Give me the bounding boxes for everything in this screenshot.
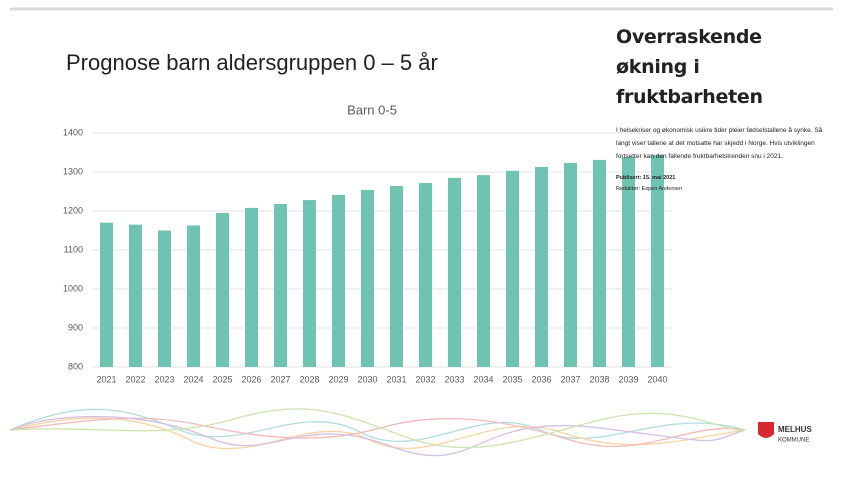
- x-tick-label: 2038: [589, 374, 609, 384]
- bar: [216, 213, 229, 367]
- x-tick-label: 2024: [183, 374, 203, 384]
- bar: [477, 175, 490, 367]
- x-tick-label: 2035: [502, 374, 522, 384]
- logo-name: MELHUS: [778, 425, 812, 434]
- decorative-waves: [10, 409, 745, 456]
- y-tick-label: 900: [68, 322, 83, 332]
- x-tick-label: 2025: [212, 374, 232, 384]
- slide-title: Prognose barn aldersgruppen 0 – 5 år: [66, 50, 438, 75]
- x-tick-label: 2030: [357, 374, 377, 384]
- x-tick-label: 2034: [473, 374, 493, 384]
- article-editor: Redaktør: Espen Andersen: [616, 184, 838, 195]
- bar: [274, 204, 287, 367]
- bar: [506, 171, 519, 367]
- bar: [303, 200, 316, 367]
- y-tick-label: 1400: [63, 127, 83, 137]
- bar: [564, 163, 577, 367]
- bar: [535, 167, 548, 367]
- bar: [332, 195, 345, 367]
- bar: [187, 225, 200, 367]
- bar: [390, 186, 403, 367]
- x-tick-label: 2037: [560, 374, 580, 384]
- y-tick-label: 1100: [64, 244, 83, 254]
- article-published: Publisert: 15. mai 2021: [616, 173, 838, 184]
- x-tick-label: 2040: [647, 374, 667, 384]
- x-tick-label: 2027: [270, 374, 290, 384]
- logo-shield: [758, 422, 774, 438]
- bar: [361, 190, 374, 367]
- bar: [129, 225, 142, 367]
- x-tick-label: 2023: [154, 374, 174, 384]
- x-tick-label: 2032: [415, 374, 435, 384]
- y-tick-label: 1200: [63, 205, 83, 215]
- article-headline: Overraskende økning i fruktbarheten: [616, 22, 838, 112]
- bar: [100, 223, 113, 367]
- bar: [448, 178, 461, 367]
- x-tick-label: 2022: [125, 374, 145, 384]
- x-tick-label: 2031: [386, 374, 406, 384]
- bar: [419, 183, 432, 367]
- chart-title: Barn 0-5: [347, 102, 397, 117]
- x-tick-label: 2029: [328, 374, 348, 384]
- x-tick-label: 2028: [299, 374, 319, 384]
- logo-sub: KOMMUNE: [778, 438, 809, 444]
- y-tick-label: 1300: [63, 166, 83, 176]
- x-tick-label: 2036: [531, 374, 551, 384]
- x-tick-label: 2039: [618, 374, 638, 384]
- slide: Prognose barn aldersgruppen 0 – 5 år Bar…: [0, 0, 843, 481]
- bar: [245, 208, 258, 367]
- y-tick-label: 1000: [63, 283, 83, 293]
- y-tick-label: 800: [68, 361, 83, 371]
- bar: [158, 231, 171, 368]
- bar: [593, 160, 606, 367]
- x-tick-label: 2026: [241, 374, 261, 384]
- x-tick-label: 2033: [444, 374, 464, 384]
- article: Overraskende økning i fruktbarheten I he…: [616, 22, 838, 195]
- article-body: I helsekriser og økonomisk usikre tider …: [616, 124, 838, 163]
- x-tick-label: 2021: [96, 374, 116, 384]
